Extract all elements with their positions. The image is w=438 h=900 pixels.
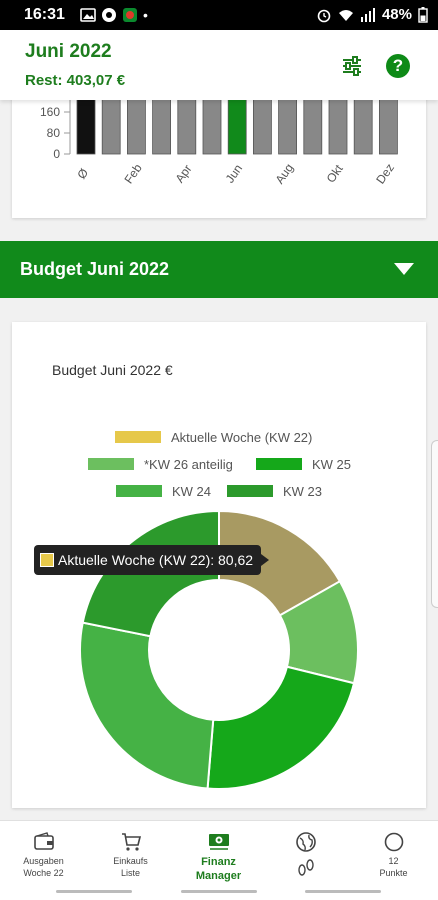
more-dot-icon: •	[143, 7, 148, 23]
sliders-icon[interactable]	[340, 54, 364, 78]
app-icon	[102, 8, 116, 22]
legend-swatch	[227, 485, 273, 497]
tooltip-swatch	[40, 553, 54, 567]
app-header: Juni 2022 Rest: 403,07 € ?	[0, 30, 438, 100]
alarm-icon	[317, 9, 331, 22]
wifi-icon	[338, 9, 353, 21]
signal-icon	[360, 7, 375, 22]
globe-icon	[295, 832, 316, 852]
wallet-icon	[33, 832, 54, 850]
circle-icon	[384, 832, 403, 852]
pie-slice[interactable]	[79, 621, 215, 790]
legend-label: Aktuelle Woche (KW 22)	[171, 430, 313, 445]
legend-swatch	[256, 458, 302, 470]
nav-label: Finanz Manager	[195, 856, 242, 882]
nav-finanzmanager[interactable]: Finanz Manager	[175, 821, 262, 889]
legend-swatch	[88, 458, 134, 470]
battery-percent: 48%	[381, 6, 412, 23]
x-tick-label: Dez	[373, 161, 397, 187]
battery-icon	[418, 6, 428, 23]
month-bar[interactable]	[127, 92, 146, 155]
budget-section-header[interactable]: Budget Juni 2022	[0, 241, 438, 298]
month-bar[interactable]	[328, 92, 348, 155]
x-tick-label: Okt	[324, 162, 347, 186]
month-bar[interactable]	[101, 92, 121, 155]
x-tick-label: Jun	[223, 162, 246, 186]
month-bar[interactable]	[177, 92, 197, 155]
system-icons: 48%	[316, 6, 428, 23]
edge-panel-handle[interactable]	[431, 440, 438, 608]
month-bar[interactable]	[227, 92, 247, 155]
chevron-down-icon[interactable]	[394, 263, 414, 275]
legend-label: *KW 26 anteilig	[144, 457, 233, 472]
cash-icon	[208, 834, 229, 850]
rest-amount: Rest: 403,07 €	[25, 72, 126, 89]
status-bar: 16:31 • 48%	[0, 0, 438, 30]
notification-icons: •	[80, 7, 148, 23]
month-bar[interactable]	[378, 92, 398, 155]
image-icon	[80, 8, 96, 22]
nav-punkte[interactable]: 12 Punkte	[350, 821, 437, 889]
x-tick-label: Feb	[121, 161, 145, 186]
budget-donut-chart[interactable]	[12, 322, 426, 808]
legend-swatch	[115, 431, 161, 443]
monthly-bar-chart: 160 80 0Ø Feb Apr Jun Aug Okt Dez	[40, 92, 398, 187]
legend-label: KW 25	[312, 457, 352, 472]
app-badge-icon	[123, 8, 137, 22]
footprints-icon	[298, 859, 314, 876]
pie-chart-title: Budget Juni 2022 €	[52, 362, 173, 378]
bottom-nav: Ausgaben Woche 22 Einkaufs Liste Finanz Man…	[0, 820, 438, 900]
monthly-chart-card: 160 80 0 Ø Feb Apr Jun Aug Okt Dez	[12, 92, 426, 218]
nav-indicator	[181, 890, 257, 893]
budget-section-label: Budget Juni 2022	[20, 259, 170, 279]
y-tick-label: 0	[53, 147, 60, 161]
nav-ausgaben[interactable]: Ausgaben Woche 22	[0, 821, 87, 889]
nav-indicator	[305, 890, 381, 893]
legend-label: KW 23	[283, 484, 323, 499]
cart-icon	[121, 833, 141, 851]
status-time: 16:31	[24, 6, 65, 23]
month-bar[interactable]	[76, 92, 96, 155]
nav-einkaufsliste[interactable]: Einkaufs Liste	[87, 821, 174, 889]
month-bar[interactable]	[303, 92, 323, 155]
x-tick-label: Aug	[272, 161, 296, 187]
legend-label: KW 24	[172, 484, 212, 499]
nav-label: Einkaufs Liste	[113, 856, 148, 878]
month-bar[interactable]	[278, 92, 298, 155]
page-title: Juni 2022	[25, 41, 112, 62]
month-bar[interactable]	[202, 92, 222, 155]
legend-swatch	[116, 485, 162, 497]
x-tick-label: Apr	[172, 162, 194, 185]
month-bar[interactable]	[152, 92, 172, 155]
nav-label: Ausgaben Woche 22	[23, 856, 64, 878]
month-bar[interactable]	[353, 92, 373, 155]
nav-label: 12 Punkte	[379, 856, 408, 878]
budget-pie-card: Budget Juni 2022 € Aktuelle Woche (KW 22…	[12, 322, 426, 808]
tooltip-text: Aktuelle Woche (KW 22): 80,62	[58, 552, 254, 568]
nav-indicator	[56, 890, 132, 893]
nav-footprint[interactable]	[262, 821, 349, 889]
help-button[interactable]: ?	[386, 54, 410, 78]
pie-slice[interactable]	[206, 665, 356, 790]
chart-tooltip: Aktuelle Woche (KW 22): 80,62	[34, 545, 270, 575]
month-bar[interactable]	[252, 92, 272, 155]
y-tick-label: 160	[40, 105, 60, 119]
y-tick-label: 80	[47, 126, 61, 140]
x-tick-label: Ø	[74, 166, 91, 182]
